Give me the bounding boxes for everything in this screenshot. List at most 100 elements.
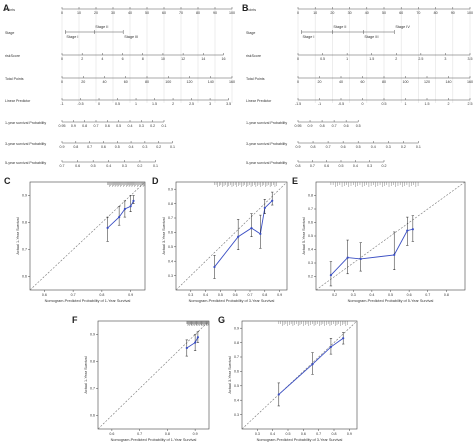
nomogram-stage-label-b: Stage II <box>333 25 346 29</box>
y-tick-label-e: 0.7 <box>308 207 313 211</box>
nomogram-tick-label-b: 0.7 <box>310 164 315 168</box>
x-tick-label-g: 0.6 <box>301 432 306 436</box>
nomogram-tick-label-a: 0.5 <box>116 124 121 128</box>
y-tick-label-d: 0.8 <box>168 202 173 206</box>
x-tick-label-e: 0.7 <box>425 293 430 297</box>
nomogram-tick-label-b: 0.8 <box>296 164 301 168</box>
data-point-c <box>129 205 132 208</box>
y-tick-label-e: 0.4 <box>308 248 313 252</box>
nomogram-tick-label-b: 2.5 <box>468 102 473 106</box>
nomogram-tick-label-a: 0.7 <box>94 124 99 128</box>
nomogram-tick-label-b: 0 <box>362 102 364 106</box>
nomogram-tick-label-a: 0.1 <box>170 145 175 149</box>
data-point-d <box>213 265 216 269</box>
x-tick-label-g: 0.5 <box>286 432 291 436</box>
nomogram-tick-label-b: 0.2 <box>382 164 387 168</box>
panel-letter-c: C <box>4 176 11 186</box>
ideal-line-c <box>29 181 146 291</box>
plot-frame-d <box>175 181 288 291</box>
nomogram-row-label-b: 1-year survival Probability <box>246 121 287 125</box>
nomogram-tick-label-a: 0.8 <box>82 124 87 128</box>
nomogram-tick-label-a: 20 <box>81 80 85 84</box>
y-tick-label-c: 0.8 <box>22 221 27 225</box>
ideal-line-e <box>315 181 466 291</box>
nomogram-tick-label-b: 0 <box>297 80 299 84</box>
data-point-d <box>271 199 274 202</box>
panel-letter-a: A <box>3 3 10 13</box>
nomogram-tick-label-a: 0.7 <box>87 145 92 149</box>
nomogram-tick-label-a: 12 <box>181 57 185 61</box>
nomogram-tick-label-b: 3.5 <box>468 57 473 61</box>
nomogram-tick-label-a: 0.6 <box>105 124 110 128</box>
x-tick-label-f: 0.8 <box>165 432 170 436</box>
nomogram-tick-label-a: 0.4 <box>129 145 134 149</box>
x-tick-label-e: 0.6 <box>407 293 412 297</box>
x-tick-label-d: 0.6 <box>233 293 238 297</box>
x-tick-label-g: 0.4 <box>270 432 275 436</box>
calibration-line-d <box>214 200 273 268</box>
nomogram-tick-label-b: 0.5 <box>320 57 325 61</box>
nomogram-tick-label-b: 0.5 <box>356 145 361 149</box>
nomogram-tick-label-b: 0.9 <box>296 145 301 149</box>
nomogram-tick-label-a: 0 <box>98 102 100 106</box>
nomogram-tick-label-a: 90 <box>213 11 217 15</box>
nomogram-tick-label-b: 0.4 <box>371 145 376 149</box>
nomogram-tick-label-b: 40 <box>365 11 369 15</box>
nomogram-stage-label-b: Stage IV <box>395 25 410 29</box>
y-tick-label-g: 0.9 <box>234 326 239 330</box>
data-point-c <box>118 216 121 219</box>
y-tick-label-e: 0.2 <box>308 275 313 279</box>
nomogram-tick-label-a: 14 <box>201 57 205 61</box>
data-point-f <box>196 336 199 339</box>
nomogram-tick-label-a: 6 <box>122 57 124 61</box>
data-point-g <box>329 345 333 349</box>
x-tick-label-c: 0.9 <box>128 293 133 297</box>
calibration-plot-g: 0.3 0.4 0.5 0.6 0.7 0.8 0.9 0.3 0.4 0.5 0.6 0.7 0.8 0… <box>228 320 358 442</box>
nomogram-tick-label-a: 0.2 <box>137 164 142 168</box>
nomogram-row-label-a: Total Points <box>5 77 24 81</box>
y-tick-label-e: 0.5 <box>308 234 313 238</box>
nomogram-tick-label-a: 0 <box>61 80 63 84</box>
y-tick-label-e: 0.3 <box>308 261 313 265</box>
nomogram-tick-label-a: 0.95 <box>59 124 66 128</box>
nomogram-tick-label-b: 0.6 <box>344 124 349 128</box>
panel-letter-e: E <box>292 176 299 186</box>
nomogram-tick-label-a: 10 <box>77 11 81 15</box>
nomogram-tick-label-b: 0.6 <box>341 145 346 149</box>
y-tick-label-d: 0.9 <box>168 187 173 191</box>
x-tick-label-d: 0.7 <box>248 293 253 297</box>
nomogram-tick-label-a: 50 <box>145 11 149 15</box>
x-tick-label-f: 0.6 <box>109 432 114 436</box>
data-point-d <box>263 206 266 210</box>
nomogram-tick-label-a: 100 <box>229 11 235 15</box>
nomogram-tick-label-b: 140 <box>446 80 452 84</box>
nomogram-tick-label-a: 1.5 <box>152 102 157 106</box>
nomogram-tick-label-a: 3.5 <box>226 102 231 106</box>
x-axis-label-f: Nomogram-Predicted Probability of 1-Year… <box>111 438 197 442</box>
nomogram-tick-label-b: 0.5 <box>382 102 387 106</box>
nomogram-row-label-a: 5-year survival Probability <box>5 161 46 165</box>
x-tick-label-c: 0.8 <box>99 293 104 297</box>
nomogram-tick-label-a: 0.9 <box>71 124 76 128</box>
nomogram-tick-label-a: 0.2 <box>156 145 161 149</box>
nomogram-tick-label-b: 160 <box>467 80 473 84</box>
nomogram-tick-label-a: 2.5 <box>189 102 194 106</box>
nomogram-row-label-b: riskScore <box>246 54 261 58</box>
nomogram-tick-label-b: 0.3 <box>367 164 372 168</box>
nomogram-row-label-b: Linear Predictor <box>246 99 272 103</box>
y-tick-label-c: 0.7 <box>22 248 27 252</box>
panel-letter-d: D <box>152 176 159 186</box>
nomogram-tick-label-b: 80 <box>434 11 438 15</box>
x-tick-label-d: 0.5 <box>218 293 223 297</box>
nomogram-tick-label-a: 16 <box>222 57 226 61</box>
nomogram-row-label-b: Total Points <box>246 77 265 81</box>
nomogram-row-label-b: 5-year survival Probability <box>246 161 287 165</box>
y-tick-label-g: 0.3 <box>234 413 239 417</box>
data-point-c <box>123 207 126 211</box>
x-tick-label-c: 0.6 <box>42 293 47 297</box>
nomogram-tick-label-a: 0.7 <box>60 164 65 168</box>
data-point-d <box>259 232 262 235</box>
x-axis-label-e: Nomogram-Predicted Probability of 5-Year… <box>348 299 434 303</box>
y-tick-label-g: 0.4 <box>234 398 239 402</box>
nomogram-tick-label-b: 3 <box>444 57 446 61</box>
